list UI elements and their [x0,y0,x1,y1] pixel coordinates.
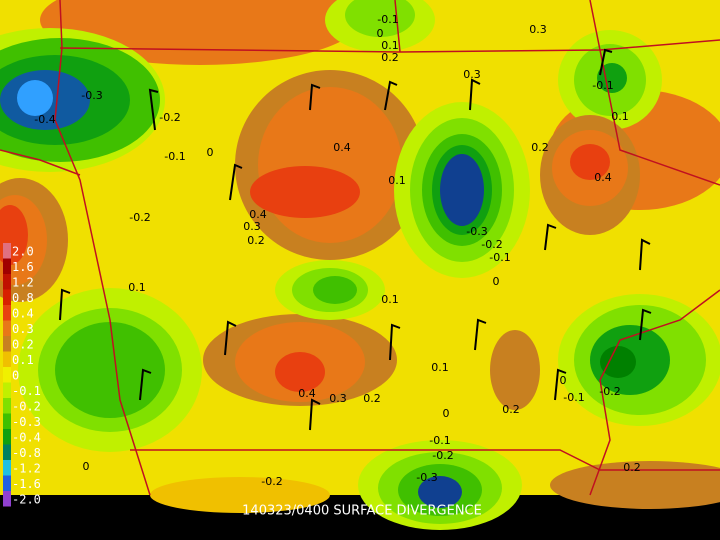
legend-swatch [3,491,11,507]
contour-label: -0.2 [432,449,453,462]
legend-label: 0.3 [12,322,34,336]
legend-label: -0.1 [12,384,41,398]
contour-label: -0.1 [429,434,450,447]
legend-swatch [3,429,11,445]
contour-label: 0.4 [249,208,267,221]
legend-swatch [3,258,11,274]
legend-label: 2.0 [12,244,34,258]
contour-label: 0.1 [431,361,449,374]
legend-label: 0.4 [12,306,34,320]
contour-label: 0.4 [594,171,612,184]
legend-label: 0.1 [12,353,34,367]
legend-swatch [3,382,11,398]
contour-label: 0.2 [623,461,641,474]
contour-label: 0.1 [381,293,399,306]
contour-label: 0.2 [363,392,381,405]
contour-label: 0.1 [611,110,629,123]
contour-label: 0.3 [463,68,481,81]
contour-label: 0.2 [531,141,549,154]
map-title: 140323/0400 SURFACE DIVERGENCE [242,504,482,519]
contour-label: 0 [560,374,567,387]
legend-label: 1.6 [12,260,34,274]
legend-swatch [3,243,11,259]
color-legend: 2.01.61.20.80.40.30.20.10-0.1-0.2-0.3-0.… [3,243,41,507]
legend-swatch [3,398,11,414]
contour-label: -0.2 [481,238,502,251]
legend-label: 0 [12,368,19,382]
contour-label: 0.2 [502,403,520,416]
contour-label: -0.3 [416,471,437,484]
contour-label: -0.2 [159,111,180,124]
legend-swatch [3,274,11,290]
contour-label: 0.3 [529,23,547,36]
contour-label: -0.1 [489,251,510,264]
legend-label: 0.2 [12,337,34,351]
contour-label: 0.3 [243,220,261,233]
legend-label: -1.6 [12,477,41,491]
legend-label: -0.4 [12,430,41,444]
contour-label: -0.4 [34,113,55,126]
contour-label: 0 [83,460,90,473]
wind-barbs [59,48,652,431]
contour-label: 0 [443,407,450,420]
contour-label: -0.3 [81,89,102,102]
contour-label: -0.1 [377,13,398,26]
legend-swatch [3,289,11,305]
legend-label: -0.8 [12,446,41,460]
legend-swatch [3,444,11,460]
legend-swatch [3,367,11,383]
legend-label: -1.2 [12,461,41,475]
legend-label: -2.0 [12,492,41,506]
contour-label: 0.1 [128,281,146,294]
contour-label: 0 [207,146,214,159]
contour-label: -0.1 [563,391,584,404]
contour-label: 0.2 [381,51,399,64]
contour-label: -0.1 [592,79,613,92]
legend-swatch [3,475,11,491]
contour-label: -0.1 [164,150,185,163]
state-borders [0,0,720,496]
legend-swatch [3,413,11,429]
contour-labels: -0.3 -0.4 -0.2 -0.1 0 -0.2 0.4 0.4 0.3 0… [34,13,640,488]
contour-label: 0.1 [388,174,406,187]
contour-label: 0.4 [333,141,351,154]
contour-label: 0.2 [247,234,265,247]
legend-swatch [3,460,11,476]
legend-swatch [3,305,11,321]
legend-label: -0.3 [12,415,41,429]
contour-label: 0.4 [298,387,316,400]
legend-swatch [3,320,11,336]
contour-label: 0.1 [381,39,399,52]
contour-label: -0.3 [466,225,487,238]
contour-label: -0.2 [599,385,620,398]
contour-label: 0 [377,27,384,40]
contour-label: -0.2 [261,475,282,488]
contour-label: 0 [493,275,500,288]
legend-label: -0.2 [12,399,41,413]
legend-swatch [3,351,11,367]
legend-label: 1.2 [12,275,34,289]
legend-label: 0.8 [12,291,34,305]
legend-swatch [3,336,11,352]
contour-label: 0.3 [329,392,347,405]
contour-label: -0.2 [129,211,150,224]
